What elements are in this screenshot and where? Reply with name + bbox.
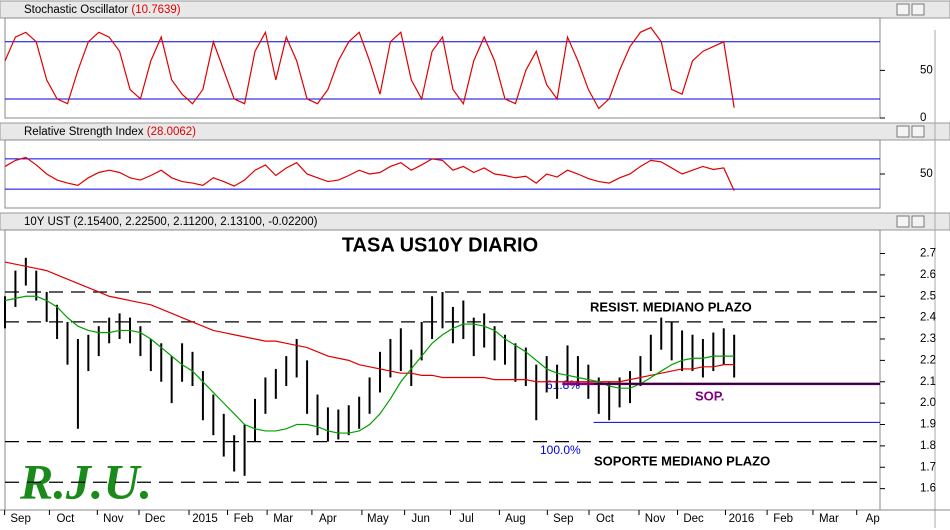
plot-frame bbox=[4, 17, 881, 119]
y-tick-label: 1.6 bbox=[920, 483, 936, 495]
panel-title: Relative Strength Index (28.0062) bbox=[24, 126, 196, 138]
y-tick-label: 2.5 bbox=[920, 290, 936, 302]
y-tick-label: 2.2 bbox=[920, 354, 936, 366]
panel-title: Relative Strength Index bbox=[24, 126, 144, 138]
x-tick-label: Jul bbox=[459, 513, 474, 525]
y-tick-label: 0 bbox=[920, 112, 926, 124]
x-tick-label: Oct bbox=[56, 513, 75, 525]
panel-title: Stochastic Oscillator (10.7639) bbox=[24, 4, 181, 16]
panel-value: (28.0062) bbox=[147, 126, 196, 138]
y-tick-label: 50 bbox=[920, 64, 933, 76]
y-tick-label: 1.9 bbox=[920, 419, 936, 431]
x-tick-label: Nov bbox=[645, 513, 666, 525]
y-tick-label: 2.7 bbox=[920, 248, 936, 260]
annotation: RESIST. MEDIANO PLAZO bbox=[590, 299, 752, 314]
x-tick-label: 2016 bbox=[729, 513, 755, 525]
window-buttons[interactable] bbox=[896, 3, 925, 228]
close-button[interactable] bbox=[911, 3, 925, 16]
y-tick-label: 2.6 bbox=[920, 269, 936, 281]
moving-average bbox=[4, 295, 735, 434]
close-button[interactable] bbox=[911, 215, 925, 228]
x-tick-label: Oct bbox=[596, 513, 615, 525]
x-tick-label: Feb bbox=[234, 513, 254, 525]
oscillator-line bbox=[4, 156, 735, 191]
x-tick-label: Dec bbox=[683, 513, 704, 525]
fib-label: 61.8% bbox=[546, 378, 580, 392]
y-tick-label: 1.8 bbox=[920, 440, 936, 452]
x-tick-label: Sep bbox=[10, 513, 30, 525]
y-tick-label: 2.1 bbox=[920, 376, 936, 388]
x-tick-label: 2015 bbox=[192, 513, 218, 525]
y-tick-label: 50 bbox=[920, 168, 933, 180]
annotation: SOPORTE MEDIANO PLAZO bbox=[594, 453, 770, 468]
x-tick-label: Mar bbox=[819, 513, 839, 525]
oscillator-line bbox=[4, 26, 735, 110]
x-tick-label: May bbox=[367, 513, 389, 525]
close-button[interactable] bbox=[911, 125, 925, 138]
x-tick-label: Apr bbox=[319, 513, 337, 525]
fib-label: 100.0% bbox=[540, 443, 581, 457]
watermark: R.J.U. bbox=[19, 453, 152, 509]
x-tick-label: Nov bbox=[103, 513, 124, 525]
x-tick-label: Mar bbox=[273, 513, 293, 525]
x-tick-label: Aug bbox=[505, 513, 525, 525]
panel-title: Stochastic Oscillator bbox=[24, 4, 128, 16]
x-tick-label: Jun bbox=[411, 513, 430, 525]
minimize-button[interactable] bbox=[896, 3, 910, 16]
x-tick-label: Ap bbox=[866, 513, 880, 525]
panel-value: (10.7639) bbox=[131, 4, 180, 16]
minimize-button[interactable] bbox=[896, 215, 910, 228]
y-tick-label: 2.4 bbox=[920, 312, 937, 324]
y-tick-label: 1.7 bbox=[920, 461, 936, 473]
moving-average bbox=[4, 261, 735, 383]
panel-title: 10Y UST (2.15400, 2.22500, 2.11200, 2.13… bbox=[24, 216, 318, 228]
annotation: SOP. bbox=[695, 388, 724, 403]
y-tick-label: 2.0 bbox=[920, 397, 936, 409]
chart-title: TASA US10Y DIARIO bbox=[342, 234, 538, 256]
x-tick-label: Feb bbox=[773, 513, 793, 525]
x-tick-label: Sep bbox=[553, 513, 573, 525]
minimize-button[interactable] bbox=[896, 125, 910, 138]
x-tick-label: Dec bbox=[145, 513, 166, 525]
y-tick-label: 2.3 bbox=[920, 333, 936, 345]
